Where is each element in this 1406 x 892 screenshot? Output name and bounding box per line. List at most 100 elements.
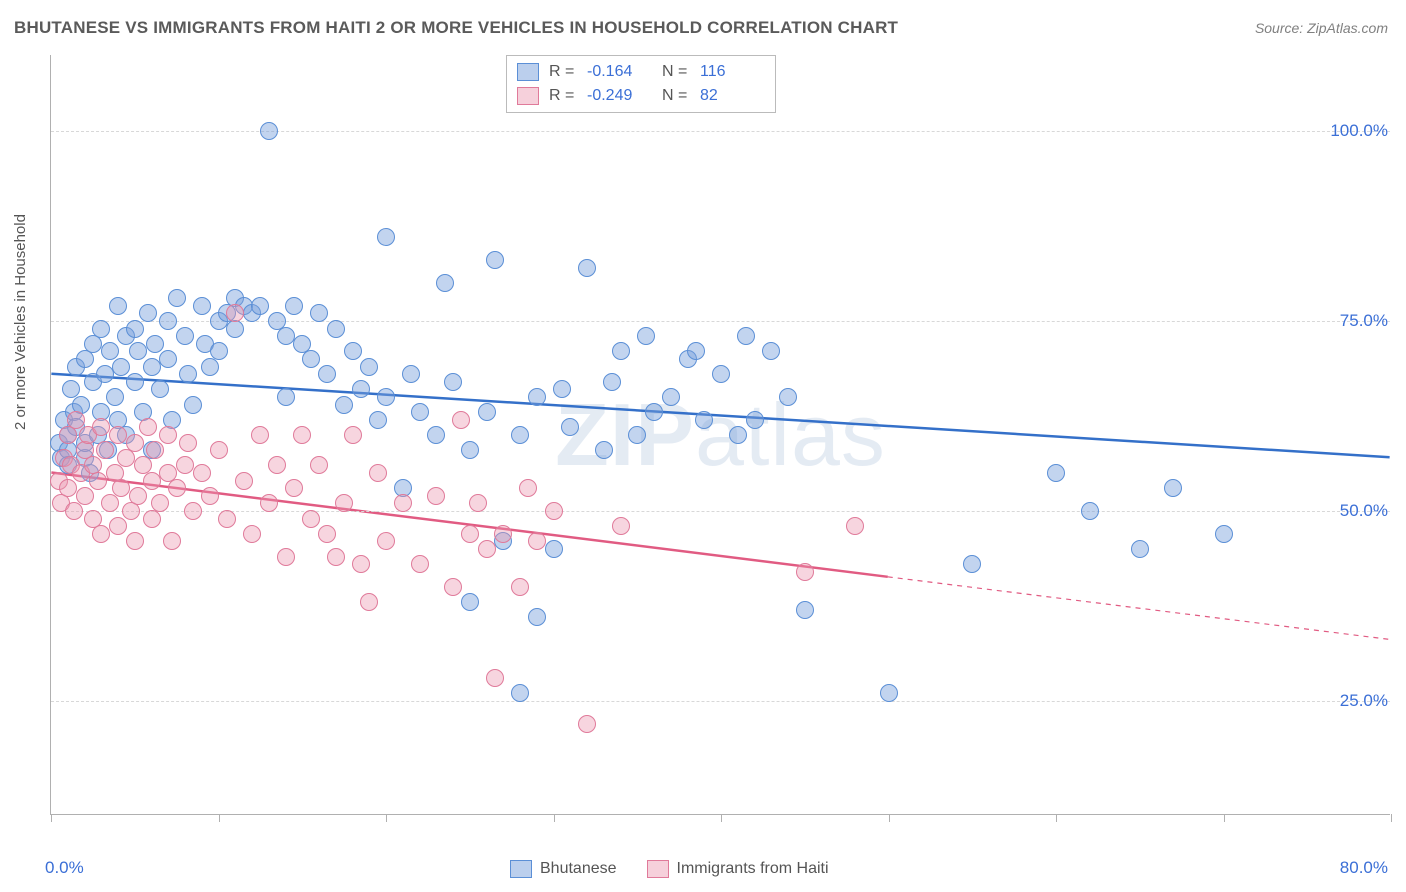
data-point	[126, 373, 144, 391]
data-point	[201, 487, 219, 505]
data-point	[662, 388, 680, 406]
data-point	[129, 487, 147, 505]
data-point	[126, 320, 144, 338]
data-point	[427, 487, 445, 505]
data-point	[360, 358, 378, 376]
data-point	[511, 684, 529, 702]
data-point	[427, 426, 445, 444]
data-point	[193, 297, 211, 315]
data-point	[528, 388, 546, 406]
data-point	[218, 510, 236, 528]
legend-item-bhutanese: Bhutanese	[510, 860, 617, 878]
data-point	[494, 525, 512, 543]
watermark: ZIPatlas	[555, 384, 886, 486]
data-point	[260, 122, 278, 140]
data-point	[344, 426, 362, 444]
chart-container: BHUTANESE VS IMMIGRANTS FROM HAITI 2 OR …	[0, 0, 1406, 892]
data-point	[76, 487, 94, 505]
x-tick	[1391, 814, 1392, 822]
data-point	[146, 441, 164, 459]
data-point	[168, 479, 186, 497]
swatch-pink-icon	[647, 860, 669, 878]
stat-label: N =	[662, 63, 690, 81]
data-point	[277, 388, 295, 406]
data-point	[285, 297, 303, 315]
data-point	[645, 403, 663, 421]
data-point	[486, 251, 504, 269]
stat-r-value: -0.249	[587, 87, 652, 105]
data-point	[478, 540, 496, 558]
data-point	[377, 388, 395, 406]
gridline	[51, 511, 1390, 512]
data-point	[1131, 540, 1149, 558]
data-point	[595, 441, 613, 459]
data-point	[243, 525, 261, 543]
data-point	[377, 532, 395, 550]
data-point	[628, 426, 646, 444]
data-point	[486, 669, 504, 687]
data-point	[327, 548, 345, 566]
data-point	[96, 365, 114, 383]
data-point	[159, 312, 177, 330]
data-point	[176, 327, 194, 345]
data-point	[184, 502, 202, 520]
data-point	[101, 494, 119, 512]
x-tick	[721, 814, 722, 822]
x-tick	[51, 814, 52, 822]
data-point	[327, 320, 345, 338]
data-point	[109, 517, 127, 535]
data-point	[109, 426, 127, 444]
data-point	[461, 525, 479, 543]
data-point	[184, 396, 202, 414]
y-tick-label: 75.0%	[1340, 311, 1388, 331]
data-point	[687, 342, 705, 360]
data-point	[737, 327, 755, 345]
data-point	[444, 578, 462, 596]
data-point	[578, 259, 596, 277]
data-point	[143, 472, 161, 490]
data-point	[163, 532, 181, 550]
data-point	[159, 426, 177, 444]
data-point	[151, 380, 169, 398]
data-point	[1047, 464, 1065, 482]
data-point	[210, 441, 228, 459]
data-point	[126, 434, 144, 452]
data-point	[528, 532, 546, 550]
data-point	[377, 228, 395, 246]
data-point	[65, 502, 83, 520]
data-point	[796, 563, 814, 581]
data-point	[335, 396, 353, 414]
data-point	[612, 342, 630, 360]
stat-label: R =	[549, 63, 577, 81]
data-point	[310, 304, 328, 322]
data-point	[193, 464, 211, 482]
stat-label: R =	[549, 87, 577, 105]
data-point	[511, 578, 529, 596]
stat-r-value: -0.164	[587, 63, 652, 81]
data-point	[106, 388, 124, 406]
legend: Bhutanese Immigrants from Haiti	[510, 860, 829, 878]
legend-label: Bhutanese	[540, 860, 617, 878]
x-tick	[386, 814, 387, 822]
data-point	[277, 327, 295, 345]
data-point	[469, 494, 487, 512]
stat-label: N =	[662, 87, 690, 105]
swatch-pink-icon	[517, 87, 539, 105]
data-point	[519, 479, 537, 497]
y-tick-label: 25.0%	[1340, 691, 1388, 711]
data-point	[553, 380, 571, 398]
y-tick-label: 100.0%	[1330, 121, 1388, 141]
data-point	[285, 479, 303, 497]
data-point	[360, 593, 378, 611]
data-point	[260, 494, 278, 512]
data-point	[729, 426, 747, 444]
stat-n-value: 116	[700, 63, 765, 81]
trend-line	[51, 374, 1389, 457]
stats-row-haiti: R = -0.249 N = 82	[517, 84, 765, 108]
data-point	[96, 441, 114, 459]
data-point	[92, 320, 110, 338]
swatch-blue-icon	[517, 63, 539, 81]
data-point	[411, 403, 429, 421]
data-point	[168, 289, 186, 307]
data-point	[528, 608, 546, 626]
